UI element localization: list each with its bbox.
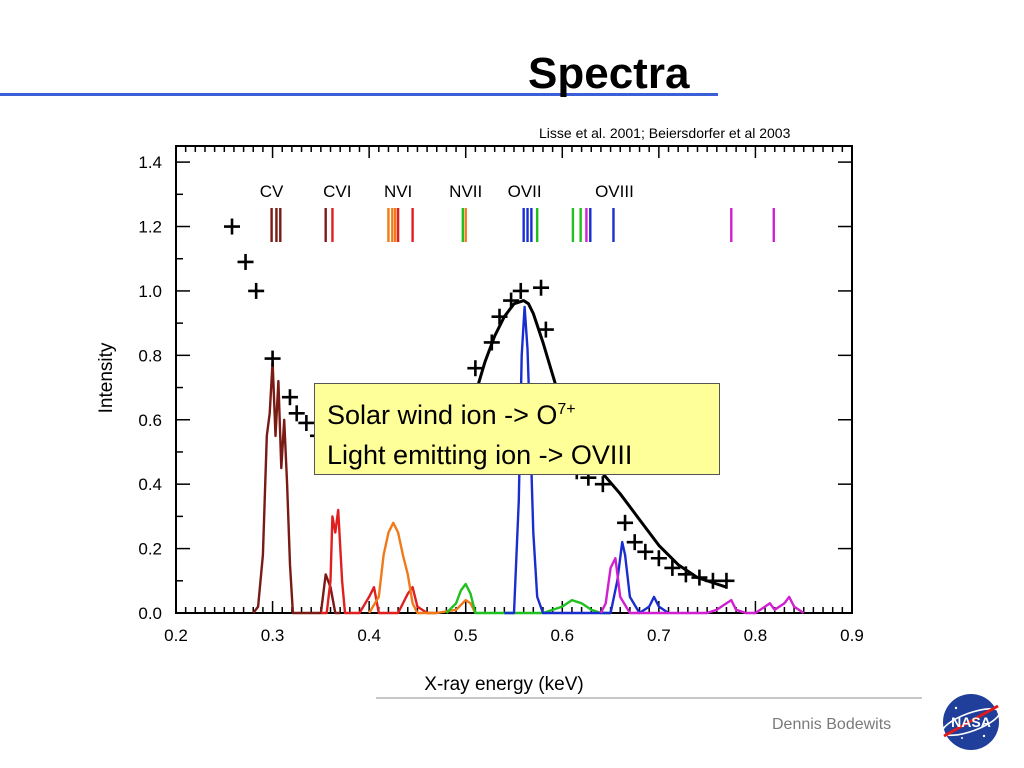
observed-data-point [248, 282, 265, 299]
y-tick-label: 0.4 [138, 475, 162, 494]
nasa-logo-text: NASA [951, 714, 991, 730]
annotation-line-1: Solar wind ion -> O7+ [327, 390, 707, 435]
y-tick-label: 0.2 [138, 540, 162, 559]
observed-data-point [537, 321, 554, 338]
observed-data-point [637, 543, 654, 560]
x-tick-label: 0.3 [261, 626, 285, 645]
ion-label: NVII [449, 182, 482, 201]
annotation-box: Solar wind ion -> O7+ Light emitting ion… [314, 383, 720, 475]
y-tick-label: 1.2 [138, 218, 162, 237]
observed-data-point [467, 360, 484, 377]
observed-data-point [288, 405, 305, 422]
observed-data-point [483, 334, 500, 351]
spectrum-series [445, 582, 611, 615]
y-tick-label: 1.0 [138, 282, 162, 301]
x-axis-label: X-ray energy (keV) [424, 674, 583, 695]
y-tick-label: 0.0 [138, 604, 162, 623]
y-tick-label: 0.6 [138, 411, 162, 430]
observed-data-point [664, 559, 681, 576]
model-fit-curve [454, 299, 727, 589]
citation-text: Lisse et al. 2001; Beiersdorfer et al 20… [539, 125, 791, 141]
y-axis-label: Intensity [96, 342, 117, 413]
observed-data-point [704, 572, 721, 589]
observed-data-point [626, 534, 643, 551]
header-rule [0, 93, 718, 96]
observed-data-point [298, 414, 315, 431]
observed-data-point [224, 218, 241, 235]
x-tick-label: 0.8 [744, 626, 768, 645]
y-tick-label: 0.8 [138, 346, 162, 365]
x-tick-label: 0.6 [550, 626, 574, 645]
spectrum-series [320, 508, 437, 615]
ion-label: NVI [384, 182, 412, 201]
observed-data-point [264, 350, 281, 367]
annotation-superscript: 7+ [557, 401, 576, 418]
observed-data-point [237, 253, 254, 270]
annotation-line-1-text: Solar wind ion -> O [327, 400, 558, 430]
observed-data-point [281, 389, 298, 406]
observed-data-point [691, 569, 708, 586]
annotation-line-2: Light emitting ion -> OVIII [327, 440, 633, 470]
nasa-logo-icon: NASA [941, 694, 1001, 750]
observed-data-point [718, 572, 735, 589]
observed-data-point [650, 550, 667, 567]
spectrum-series [252, 360, 341, 615]
x-tick-label: 0.2 [164, 626, 188, 645]
observed-data-point [677, 566, 694, 583]
observed-data-point [533, 279, 550, 296]
observed-data-point [594, 476, 611, 493]
ion-label: OVII [508, 182, 542, 201]
spectrum-series [368, 521, 477, 615]
x-tick-label: 0.7 [647, 626, 671, 645]
x-tick-label: 0.9 [840, 626, 864, 645]
ion-label: CV [260, 182, 284, 201]
slide-title: Spectra [528, 49, 690, 98]
observed-data-point [491, 308, 508, 325]
observed-data-point [512, 282, 529, 299]
spectrum-series [599, 557, 805, 615]
author-name: Dennis Bodewits [772, 716, 892, 733]
observed-data-point [617, 514, 634, 531]
x-tick-label: 0.5 [454, 626, 478, 645]
footer-rule [376, 697, 922, 699]
observed-data-point [503, 292, 520, 309]
x-tick-label: 0.4 [357, 626, 381, 645]
spectrum-series [504, 305, 670, 615]
y-tick-label: 1.4 [138, 153, 162, 172]
ion-label: CVI [323, 182, 351, 201]
ion-label: OVIII [595, 182, 634, 201]
